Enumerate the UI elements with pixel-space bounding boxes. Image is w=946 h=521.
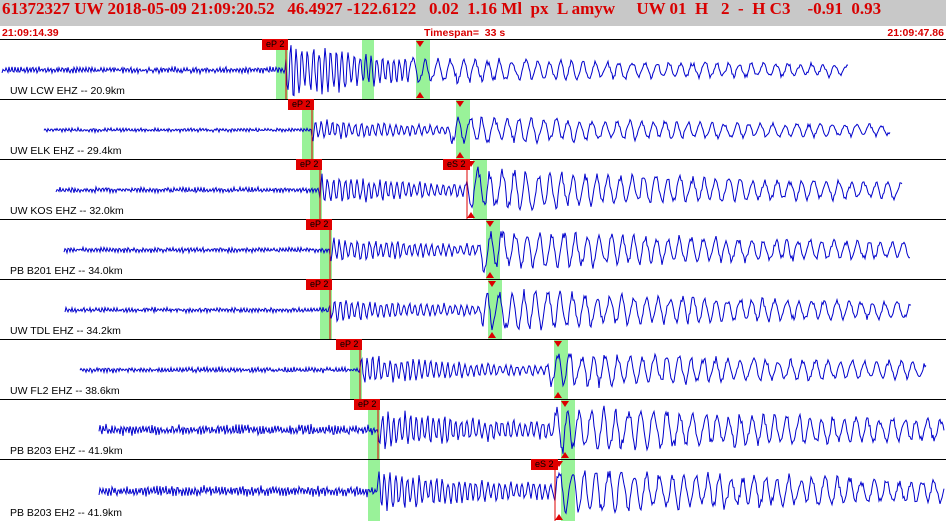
channel-label: UW FL2 EHZ -- 38.6km — [10, 385, 120, 397]
amplitude-top-marker — [488, 281, 496, 287]
waveform-trace — [98, 470, 945, 515]
amplitude-bottom-marker — [456, 152, 464, 158]
p-pick-tag[interactable]: eP 2 — [354, 399, 381, 410]
p-pick-tag[interactable]: eP 2 — [288, 99, 315, 110]
channel-label: PB B203 EH2 -- 41.9km — [10, 507, 123, 519]
seismogram-panel[interactable]: PB B203 EHZ -- 41.9km eP 2 — [0, 399, 946, 459]
p-pick-tag[interactable]: eP 2 — [296, 159, 323, 170]
seismogram-panels: UW LCW EHZ -- 20.9km eP 2 UW ELK EHZ -- … — [0, 39, 946, 521]
amplitude-top-marker — [456, 101, 464, 107]
amplitude-bottom-marker — [555, 514, 563, 520]
waveform-trace — [55, 166, 903, 212]
seismogram-panel[interactable]: PB B203 EH2 -- 41.9km eS 2 — [0, 459, 946, 521]
pick-window-highlight — [368, 460, 380, 521]
waveform-plot — [98, 460, 945, 521]
seismogram-panel[interactable]: UW FL2 EHZ -- 38.6km eP 2 — [0, 339, 946, 399]
pick-window-highlight — [473, 160, 487, 219]
p-pick-tag[interactable]: eP 2 — [262, 39, 289, 50]
amplitude-top-marker — [486, 221, 494, 227]
event-header: 61372327 UW 2018-05-09 21:09:20.52 46.49… — [0, 0, 946, 26]
seismogram-panel[interactable]: UW TDL EHZ -- 34.2km eP 2 — [0, 279, 946, 339]
seismogram-panel[interactable]: UW KOS EHZ -- 32.0km eP 2 eS 2 — [0, 159, 946, 219]
waveform-trace — [63, 230, 910, 274]
s-pick-tag[interactable]: eS 2 — [531, 459, 558, 470]
amplitude-top-marker — [416, 41, 424, 47]
waveform-plot — [63, 220, 910, 279]
pick-window-highlight — [350, 340, 362, 399]
waveform-plot — [98, 400, 945, 459]
timespan-label: Timespan= 33 s — [424, 27, 506, 39]
amplitude-bottom-marker — [488, 332, 496, 338]
channel-label: UW ELK EHZ -- 29.4km — [10, 145, 122, 157]
amplitude-bottom-marker — [554, 392, 562, 398]
waveform-trace — [79, 352, 927, 389]
channel-label: UW TDL EHZ -- 34.2km — [10, 325, 121, 337]
waveform-plot — [1, 40, 849, 99]
seismogram-panel[interactable]: PB B201 EHZ -- 34.0km eP 2 — [0, 219, 946, 279]
amplitude-bottom-marker — [467, 212, 475, 218]
waveform-trace — [43, 116, 891, 146]
amplitude-top-marker — [561, 401, 569, 407]
waveform-plot — [64, 280, 912, 339]
amplitude-bottom-marker — [486, 272, 494, 278]
window-end-time: 21:09:47.86 — [887, 27, 944, 39]
seismogram-panel[interactable]: UW LCW EHZ -- 20.9km eP 2 — [0, 39, 946, 99]
p-pick-tag[interactable]: eP 2 — [306, 219, 333, 230]
waveform-trace — [98, 405, 945, 454]
waveform-plot — [55, 160, 903, 219]
channel-label: PB B203 EHZ -- 41.9km — [10, 445, 123, 457]
seismogram-panel[interactable]: UW ELK EHZ -- 29.4km eP 2 — [0, 99, 946, 159]
window-start-time: 21:09:14.39 — [2, 27, 59, 39]
amplitude-top-marker — [554, 341, 562, 347]
waveform-plot — [79, 340, 927, 399]
amplitude-bottom-marker — [561, 452, 569, 458]
waveform-plot — [43, 100, 891, 159]
p-pick-tag[interactable]: eP 2 — [336, 339, 363, 350]
s-pick-tag[interactable]: eS 2 — [443, 159, 470, 170]
waveform-trace — [1, 45, 849, 97]
event-summary-line: 61372327 UW 2018-05-09 21:09:20.52 46.49… — [2, 0, 882, 18]
pick-window-highlight — [362, 40, 374, 99]
channel-label: UW LCW EHZ -- 20.9km — [10, 85, 125, 97]
channel-label: UW KOS EHZ -- 32.0km — [10, 205, 124, 217]
amplitude-bottom-marker — [416, 92, 424, 98]
waveform-trace — [64, 288, 912, 331]
p-pick-tag[interactable]: eP 2 — [306, 279, 333, 290]
pick-window-highlight — [456, 100, 470, 159]
channel-label: PB B201 EHZ -- 34.0km — [10, 265, 123, 277]
pick-window-highlight — [310, 160, 322, 219]
